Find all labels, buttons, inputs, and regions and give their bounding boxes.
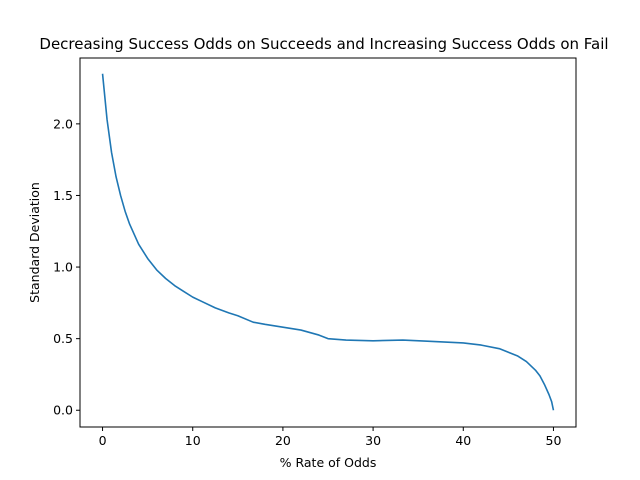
y-axis-ticks: 0.0 0.5 1.0 1.5 2.0 [53,116,80,418]
x-tick-label: 40 [455,433,471,448]
y-tick-label: 1.5 [53,188,73,203]
chart-title: Decreasing Success Odds on Succeeds and … [39,35,608,53]
plot-area [101,73,555,411]
series-line-0 [101,73,555,411]
y-tick-label: 1.0 [53,260,73,275]
x-tick-label: 50 [546,433,562,448]
x-axis-label: % Rate of Odds [280,455,377,470]
y-tick-label: 0.5 [53,331,73,346]
x-tick-label: 30 [365,433,381,448]
axes-frame [79,57,577,428]
x-tick-label: 10 [185,433,201,448]
y-tick-label: 0.0 [53,403,73,418]
x-tick-label: 0 [99,433,107,448]
y-axis-label: Standard Deviation [27,182,42,303]
x-axis-ticks: 0 10 20 30 40 50 [99,427,562,448]
x-tick-label: 20 [275,433,291,448]
y-tick-label: 2.0 [53,116,73,131]
